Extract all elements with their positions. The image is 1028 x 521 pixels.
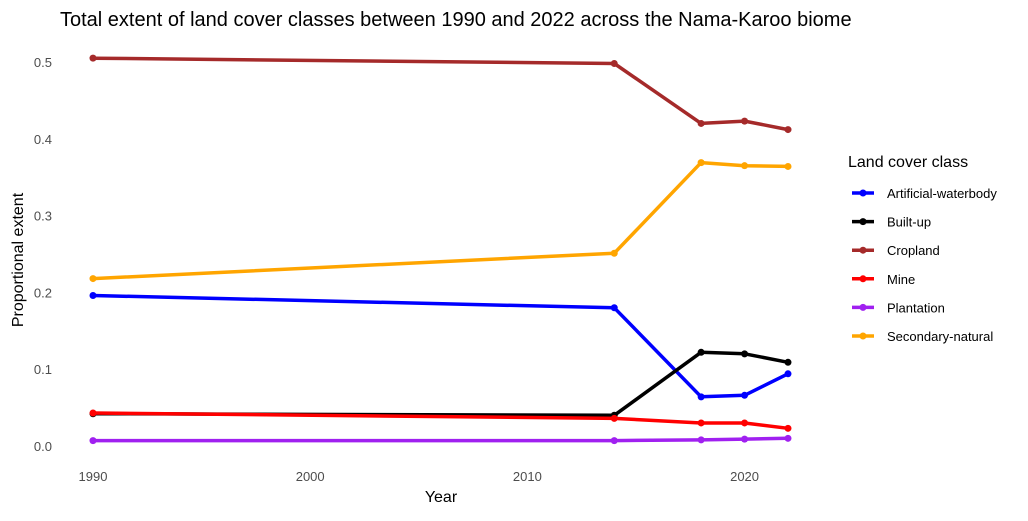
legend-items: Artificial-waterbody Built-up Cropland Mine… bbox=[852, 186, 997, 344]
data-point-cropland bbox=[610, 60, 618, 68]
data-point-mine bbox=[741, 419, 749, 427]
data-point-secondary-natural bbox=[741, 162, 749, 170]
legend-label: Artificial-waterbody bbox=[887, 186, 997, 201]
y-tick-label: 0.5 bbox=[34, 55, 52, 70]
data-point-plantation bbox=[741, 435, 749, 443]
data-point-artificial-waterbody bbox=[741, 391, 749, 399]
series-line-mine bbox=[91, 411, 790, 431]
x-tick-label: 2020 bbox=[730, 469, 759, 484]
series-artificial-waterbody bbox=[89, 291, 792, 401]
legend-label: Cropland bbox=[887, 243, 940, 258]
data-point-secondary-natural bbox=[784, 162, 792, 170]
legend-label: Plantation bbox=[887, 300, 945, 315]
data-point-built-up bbox=[784, 358, 792, 366]
legend-item-secondary-natural: Secondary-natural bbox=[852, 329, 993, 344]
data-point-secondary-natural bbox=[89, 275, 97, 283]
y-axis-label: Proportional extent bbox=[10, 192, 27, 327]
chart-title: Total extent of land cover classes betwe… bbox=[60, 9, 852, 31]
x-tick-label: 2000 bbox=[296, 469, 325, 484]
series-line-secondary-natural bbox=[91, 160, 790, 281]
legend-item-cropland: Cropland bbox=[852, 243, 940, 258]
legend-title: Land cover class bbox=[848, 154, 968, 171]
data-point-plantation bbox=[697, 436, 705, 444]
x-tick-label: 1990 bbox=[79, 469, 108, 484]
series-line-built-up bbox=[91, 350, 790, 418]
legend-key-point bbox=[859, 218, 867, 226]
data-point-cropland bbox=[784, 126, 792, 134]
data-point-artificial-waterbody bbox=[610, 304, 618, 312]
data-point-mine bbox=[784, 424, 792, 432]
series-mine bbox=[89, 409, 792, 432]
data-point-mine bbox=[697, 419, 705, 427]
legend-item-artificial-waterbody: Artificial-waterbody bbox=[852, 186, 997, 201]
legend: Land cover class Artificial-waterbody Bui… bbox=[848, 154, 997, 344]
legend-key-point bbox=[859, 246, 867, 254]
legend-label: Secondary-natural bbox=[887, 329, 993, 344]
series-line-artificial-waterbody bbox=[91, 293, 790, 399]
x-axis-ticks: 1990 2000 2010 2020 bbox=[79, 469, 759, 484]
legend-key-point bbox=[859, 189, 867, 197]
series-secondary-natural bbox=[89, 159, 792, 283]
y-tick-label: 0.0 bbox=[34, 439, 52, 454]
data-point-secondary-natural bbox=[610, 249, 618, 257]
series-plantation bbox=[89, 434, 792, 445]
data-point-artificial-waterbody bbox=[784, 370, 792, 378]
data-point-cropland bbox=[89, 54, 97, 62]
legend-key-point bbox=[859, 332, 867, 340]
series-line-cropland bbox=[91, 56, 790, 132]
y-axis-ticks: 0.0 0.1 0.2 0.3 0.4 0.5 bbox=[34, 55, 52, 454]
y-tick-label: 0.1 bbox=[34, 362, 52, 377]
series-lines bbox=[89, 54, 792, 445]
data-point-artificial-waterbody bbox=[697, 393, 705, 401]
data-point-built-up bbox=[697, 348, 705, 356]
data-point-plantation bbox=[89, 437, 97, 445]
data-point-plantation bbox=[784, 434, 792, 442]
x-axis-label: Year bbox=[425, 489, 458, 506]
legend-label: Built-up bbox=[887, 215, 931, 230]
data-point-mine bbox=[610, 414, 618, 422]
data-point-artificial-waterbody bbox=[89, 291, 97, 299]
data-point-cropland bbox=[697, 119, 705, 127]
data-point-plantation bbox=[610, 437, 618, 445]
legend-item-plantation: Plantation bbox=[852, 300, 945, 315]
legend-label: Mine bbox=[887, 272, 915, 287]
data-point-secondary-natural bbox=[697, 159, 705, 167]
y-tick-label: 0.2 bbox=[34, 285, 52, 300]
legend-key-point bbox=[859, 275, 867, 283]
legend-item-built-up: Built-up bbox=[852, 215, 931, 230]
data-point-built-up bbox=[741, 350, 749, 358]
x-tick-label: 2010 bbox=[513, 469, 542, 484]
legend-key-point bbox=[859, 303, 867, 311]
data-point-cropland bbox=[741, 117, 749, 125]
y-tick-label: 0.3 bbox=[34, 209, 52, 224]
y-tick-label: 0.4 bbox=[34, 132, 52, 147]
series-cropland bbox=[89, 54, 792, 134]
series-line-plantation bbox=[91, 436, 790, 443]
legend-item-mine: Mine bbox=[852, 272, 915, 287]
data-point-mine bbox=[89, 409, 97, 417]
